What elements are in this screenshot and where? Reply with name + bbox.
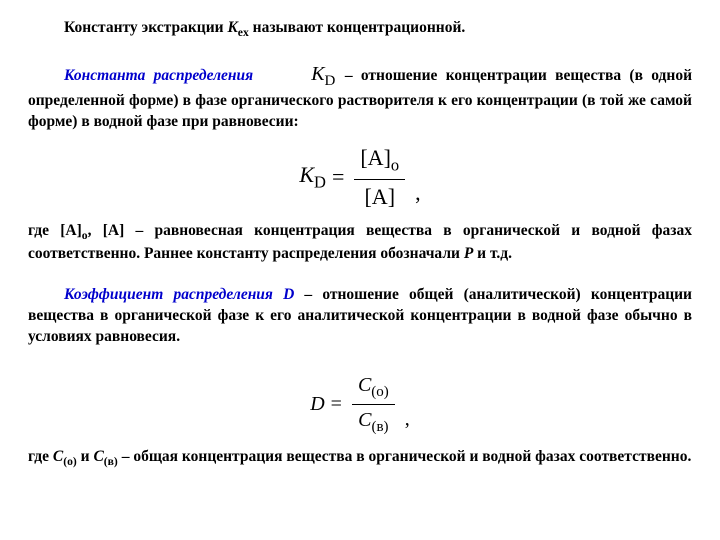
num-sub: o	[391, 155, 399, 174]
text: – общая концентрация вещества в органиче…	[118, 448, 692, 465]
c: C	[358, 409, 371, 431]
sub: (о)	[63, 455, 77, 468]
den-text: [A]	[364, 184, 395, 209]
numerator: [A]o	[354, 143, 405, 180]
sub: (в)	[104, 455, 118, 468]
numerator: C(o)	[352, 372, 395, 405]
p-symbol: P	[464, 245, 473, 262]
denominator: [A]	[354, 180, 405, 212]
document-page: Константу экстракции Kex называют концен…	[0, 0, 720, 486]
term-distribution-coefficient: Коэффициент распределения D	[64, 286, 294, 303]
distribution-constant-para: Константа распределения KD – отношение к…	[28, 61, 692, 133]
term-distribution-constant: Константа распределения	[64, 67, 253, 84]
k-ex-symbol: Kex	[227, 19, 252, 36]
spacer-inline	[261, 67, 302, 84]
k-sub: D	[325, 73, 336, 89]
text: называют концентрационной.	[253, 19, 466, 36]
c1: C	[53, 448, 63, 465]
equals: =	[331, 391, 342, 418]
k-sub: ex	[238, 26, 249, 39]
fraction: C(o) C(в)	[352, 372, 395, 438]
k: K	[299, 162, 314, 187]
lhs: KD	[299, 160, 326, 194]
num-text: [A]	[360, 145, 391, 170]
equation-d: D = C(o) C(в) ,	[28, 372, 692, 438]
where-clause-2: где C(о) и C(в) – общая концентрация вещ…	[28, 447, 692, 470]
where-clause-1: где [A]о, [A] – равновесная концентрация…	[28, 221, 692, 265]
fraction: [A]o [A]	[354, 143, 405, 211]
eq-row: D = C(o) C(в) ,	[310, 372, 410, 438]
equals: =	[332, 162, 344, 192]
c-sub: (в)	[371, 419, 388, 435]
c-sub: (o)	[371, 384, 389, 400]
c2: C	[93, 448, 103, 465]
k-main: K	[311, 63, 324, 85]
text: , [A] – равновесная концентрация веществ…	[28, 222, 692, 262]
text: и	[77, 448, 94, 465]
text: и т.д.	[473, 245, 512, 262]
distribution-coefficient-para: Коэффициент распределения D – отношение …	[28, 285, 692, 348]
text: где [A]	[28, 222, 82, 239]
eq-row: KD = [A]o [A] ,	[299, 143, 420, 211]
spacer	[28, 271, 692, 285]
text: где	[28, 448, 53, 465]
k-main: K	[227, 19, 237, 36]
intro-line: Константу экстракции Kex называют концен…	[28, 18, 692, 41]
c: C	[358, 374, 371, 396]
denominator: C(в)	[352, 405, 395, 437]
spacer	[28, 354, 692, 362]
trailing-comma: ,	[415, 178, 421, 212]
trailing-comma: ,	[405, 406, 410, 437]
lhs: D	[310, 391, 324, 418]
text: Константу экстракции	[64, 19, 227, 36]
spacer	[28, 47, 692, 61]
equation-kd: KD = [A]o [A] ,	[28, 143, 692, 211]
k-sub: D	[314, 173, 326, 192]
k-d-symbol: KD	[311, 63, 345, 85]
